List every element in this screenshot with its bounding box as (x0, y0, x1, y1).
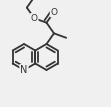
Text: O: O (31, 14, 38, 23)
Text: N: N (20, 65, 28, 75)
Text: O: O (51, 8, 57, 17)
